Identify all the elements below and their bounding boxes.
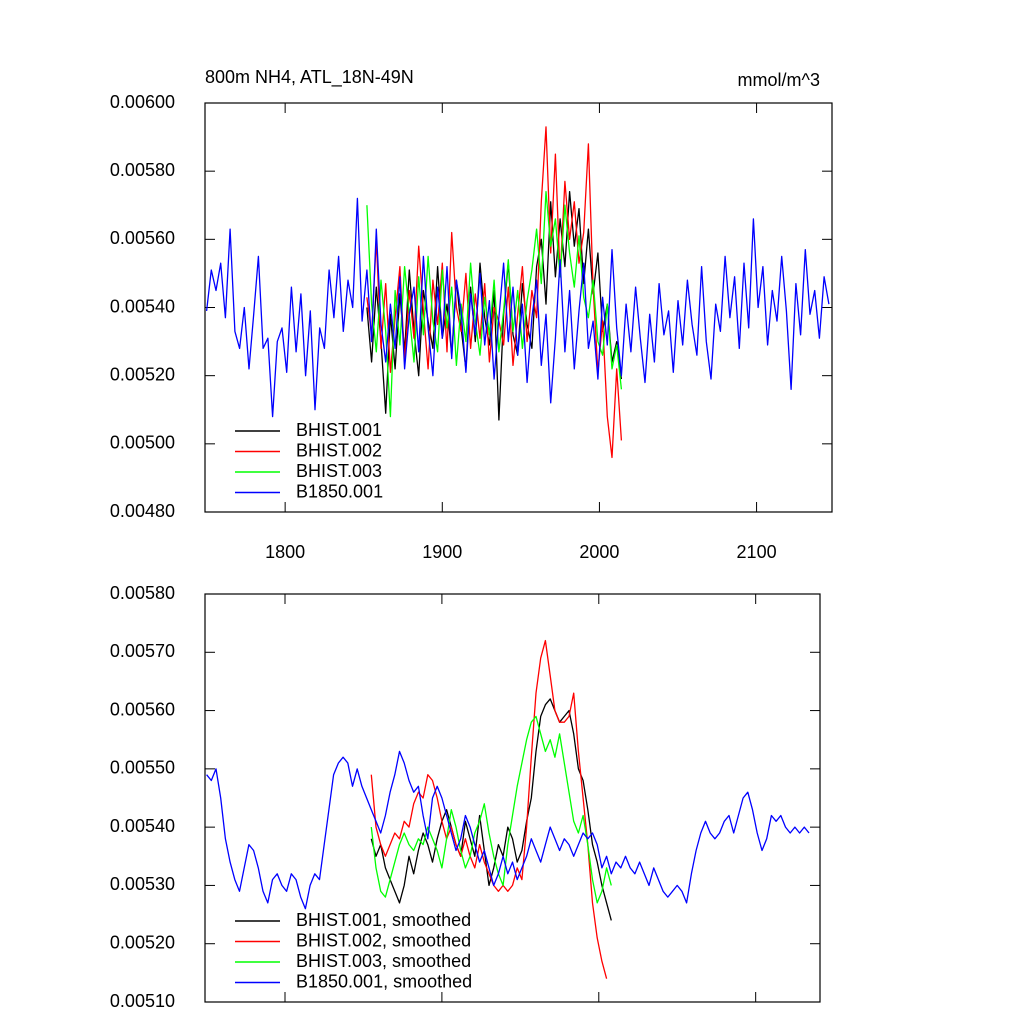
legend-label: BHIST.003, smoothed	[296, 951, 471, 971]
y-tick-label: 0.00600	[110, 92, 175, 112]
legend-label: BHIST.001	[296, 420, 382, 440]
series-line	[366, 126, 623, 459]
y-tick-label: 0.00540	[110, 296, 175, 316]
y-tick-label: 0.00520	[110, 364, 175, 384]
y-tick-label: 0.00580	[110, 583, 175, 603]
series-line	[370, 639, 608, 979]
x-tick-label: 1900	[422, 542, 462, 562]
x-tick-label: 1800	[265, 542, 305, 562]
y-tick-label: 0.00550	[110, 758, 175, 778]
x-tick-label: 2000	[579, 542, 619, 562]
y-tick-label: 0.00560	[110, 228, 175, 248]
series-line	[370, 698, 612, 921]
legend-label: BHIST.003	[296, 461, 382, 481]
y-tick-label: 0.00530	[110, 874, 175, 894]
legend-label: B1850.001	[296, 481, 383, 501]
y-tick-label: 0.00580	[110, 160, 175, 180]
y-tick-label: 0.00570	[110, 641, 175, 661]
x-tick-label: 2100	[737, 542, 777, 562]
y-tick-label: 0.00480	[110, 501, 175, 521]
units-label: mmol/m^3	[738, 70, 820, 90]
legend-label: BHIST.002, smoothed	[296, 930, 471, 950]
series-line	[366, 190, 623, 421]
legend-label: B1850.001, smoothed	[296, 971, 472, 991]
legend-label: BHIST.001, smoothed	[296, 910, 471, 930]
legend-label: BHIST.002	[296, 440, 382, 460]
plot-frame	[204, 593, 821, 1003]
series-line	[205, 197, 830, 418]
y-tick-label: 0.00510	[110, 991, 175, 1011]
y-tick-label: 0.00540	[110, 816, 175, 836]
y-tick-label: 0.00560	[110, 699, 175, 719]
series-line	[370, 715, 612, 904]
chart-title: 800m NH4, ATL_18N-49N	[205, 67, 414, 88]
y-tick-label: 0.00500	[110, 433, 175, 453]
y-tick-label: 0.00520	[110, 932, 175, 952]
series-line	[206, 750, 810, 910]
